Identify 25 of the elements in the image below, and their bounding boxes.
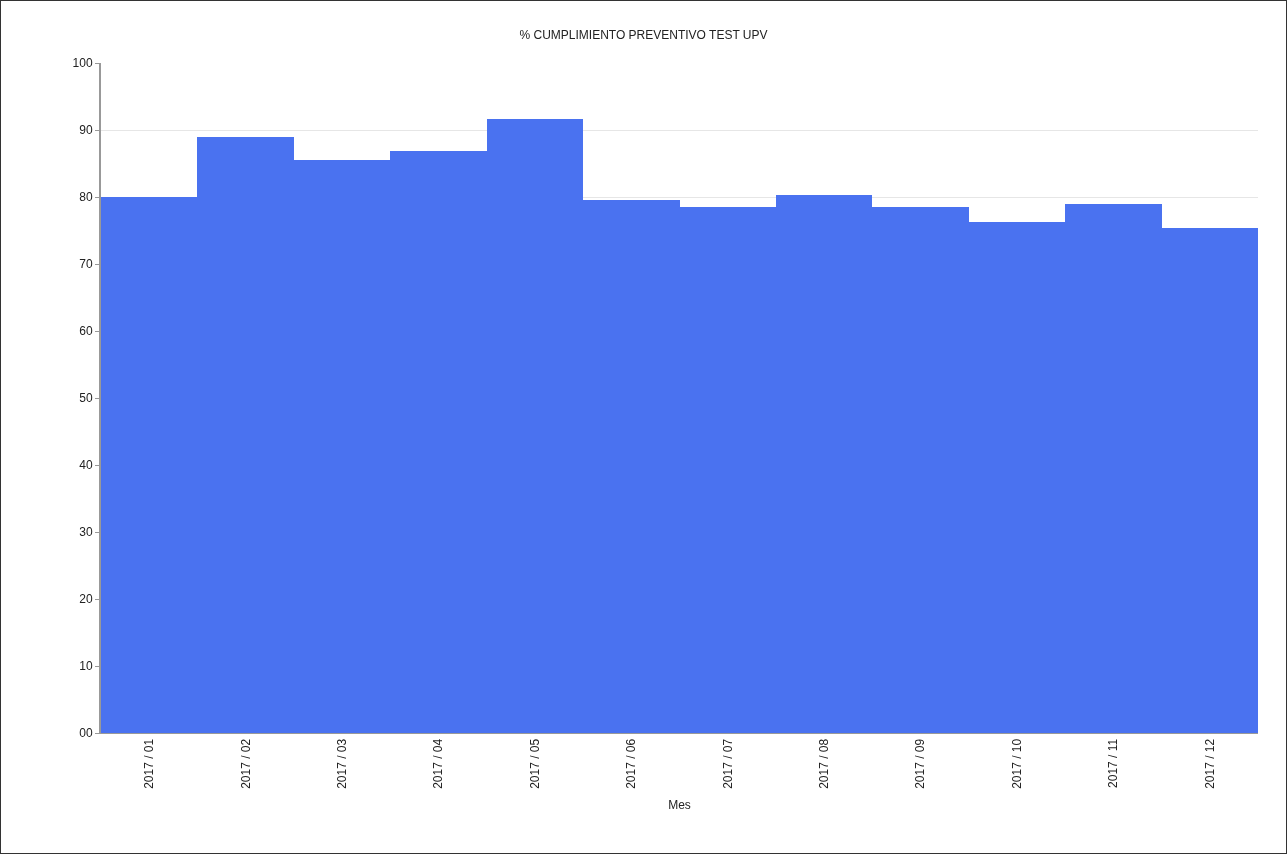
x-tick-label: 2017 / 09 [913,738,928,789]
chart-title: % CUMPLIMIENTO PREVENTIVO TEST UPV [519,28,768,43]
y-tick-label: 10 [79,659,93,674]
x-axis-title: Mes [668,797,691,812]
x-tick-label: 2017 / 10 [1009,738,1024,789]
x-tick-label: 2017 / 11 [1106,738,1121,788]
y-tick-label: 80 [79,190,93,205]
y-tick-label: 20 [79,592,93,607]
y-tick-label: 40 [79,458,93,473]
x-tick-label: 2017 / 02 [238,738,253,789]
x-tick-label: 2017 / 06 [624,738,639,789]
x-tick-label: 2017 / 01 [142,738,157,789]
x-tick-label: 2017 / 03 [334,738,349,789]
y-tick-label: 60 [79,324,93,339]
y-tick-label: 90 [79,123,93,138]
x-tick-label: 2017 / 08 [817,738,832,789]
y-tick-label: 100 [72,56,93,71]
x-tick-label: 2017 / 12 [1202,738,1217,789]
x-tick-label: 2017 / 04 [431,738,446,789]
y-tick-label: 30 [79,525,93,540]
x-tick-label: 2017 / 05 [527,738,542,789]
y-tick-label: 50 [79,391,93,406]
x-tick-label: 2017 / 07 [720,738,735,789]
y-tick-label: 70 [79,257,93,272]
y-tick-label: 00 [79,726,93,741]
